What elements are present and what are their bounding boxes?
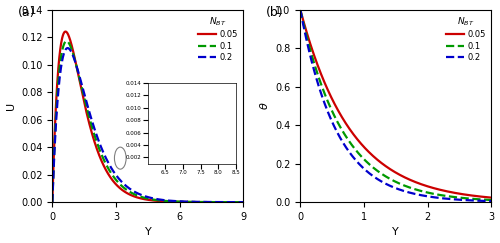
0.05 (50, 201, 56, 204)
0.05 (172, 200, 177, 203)
0.2 (388, 185, 394, 188)
Legend: 0.05, 0.1, 0.2: 0.05, 0.1, 0.2 (444, 14, 487, 64)
0.1 (240, 201, 246, 204)
0.2 (298, 8, 304, 11)
X-axis label: Y: Y (392, 227, 399, 237)
0.1 (454, 196, 460, 199)
Text: (b): (b) (266, 6, 283, 19)
0.05 (400, 175, 406, 178)
0.05 (62, 30, 68, 33)
0.1 (194, 200, 200, 203)
Line: 0.1: 0.1 (300, 9, 492, 200)
0.1 (172, 200, 177, 203)
Line: 0.2: 0.2 (52, 48, 244, 202)
0.1 (61, 43, 67, 45)
0.2 (484, 200, 490, 202)
0.1 (411, 188, 417, 191)
0.2 (240, 201, 246, 204)
0.2 (172, 200, 177, 202)
0.05 (298, 8, 304, 11)
0.1 (160, 199, 166, 202)
0.2 (160, 199, 166, 201)
0.1 (50, 201, 56, 204)
0.05 (454, 192, 460, 195)
0.1 (64, 40, 70, 43)
0.2 (389, 185, 395, 188)
0.05 (484, 196, 490, 199)
Line: 0.2: 0.2 (300, 9, 492, 201)
0.1 (488, 199, 494, 201)
0.05 (240, 201, 246, 204)
0.1 (400, 184, 406, 187)
0.2 (64, 47, 70, 50)
0.05 (61, 31, 67, 34)
0.2 (214, 201, 220, 204)
Y-axis label: $\theta$: $\theta$ (258, 102, 270, 110)
0.2 (411, 192, 417, 195)
0.1 (388, 178, 394, 181)
Line: 0.05: 0.05 (52, 32, 244, 202)
Text: (a): (a) (18, 6, 36, 19)
0.1 (389, 179, 395, 182)
0.05 (488, 196, 494, 199)
0.05 (166, 200, 172, 203)
0.1 (298, 8, 304, 11)
0.2 (50, 201, 56, 204)
Line: 0.1: 0.1 (52, 41, 244, 202)
0.2 (400, 190, 406, 192)
0.05 (388, 168, 394, 171)
0.1 (214, 201, 220, 204)
Y-axis label: U: U (6, 102, 16, 110)
0.2 (194, 200, 200, 203)
Legend: 0.05, 0.1, 0.2: 0.05, 0.1, 0.2 (196, 14, 240, 64)
0.2 (488, 200, 494, 203)
0.1 (166, 200, 172, 203)
X-axis label: Y: Y (144, 227, 152, 237)
0.2 (166, 199, 172, 202)
0.05 (411, 180, 417, 183)
0.05 (160, 200, 166, 203)
Line: 0.05: 0.05 (300, 9, 492, 198)
0.2 (61, 52, 67, 54)
0.05 (214, 201, 220, 204)
0.2 (454, 198, 460, 201)
0.05 (194, 201, 200, 204)
0.1 (484, 198, 490, 201)
0.05 (389, 169, 395, 172)
